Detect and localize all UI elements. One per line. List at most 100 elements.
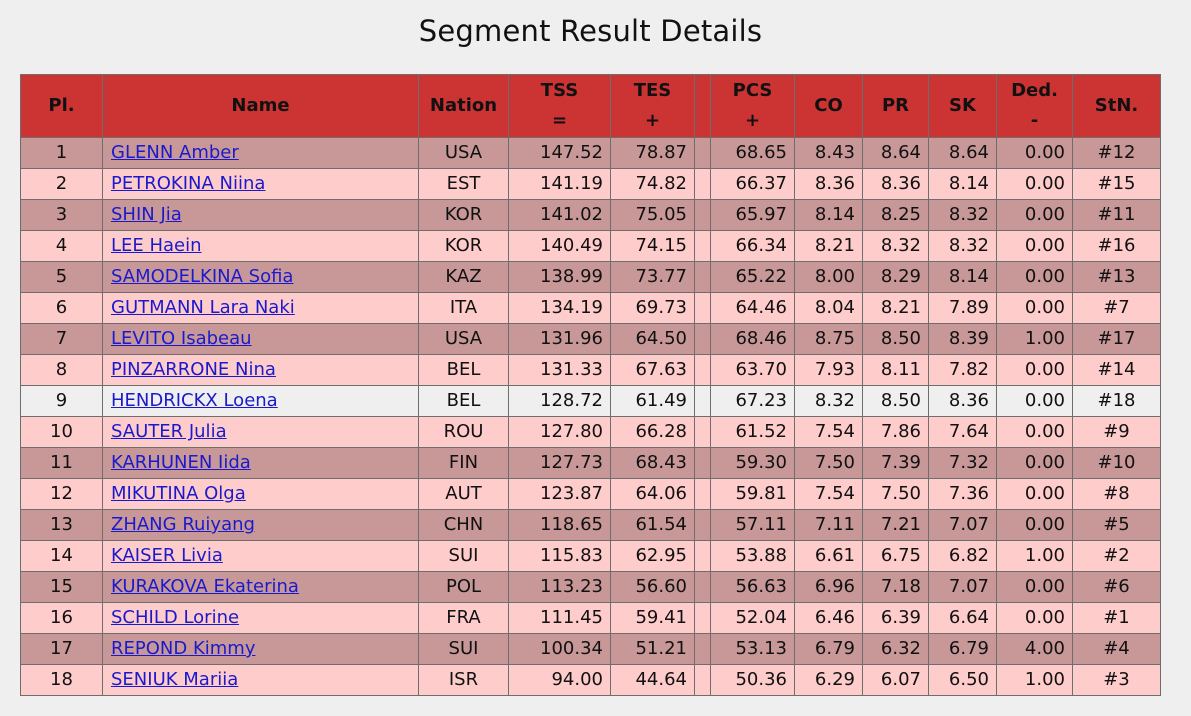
cell-tss: 115.83 — [508, 540, 611, 572]
cell-tss: 141.02 — [508, 199, 611, 231]
cell-co: 8.00 — [794, 261, 863, 293]
skater-name-link[interactable]: SCHILD Lorine — [111, 607, 240, 628]
results-body: 1 GLENN Amber USA 147.52 78.87 68.65 8.43 8.64 8… — [20, 137, 1161, 696]
cell-nation: USA — [418, 323, 509, 355]
cell-tss: 127.80 — [508, 416, 611, 448]
cell-sk: 7.64 — [928, 416, 997, 448]
cell-spacer — [694, 633, 711, 665]
skater-name-link[interactable]: SAMODELKINA Sofia — [111, 266, 294, 287]
cell-tss: 127.73 — [508, 447, 611, 479]
cell-co: 7.54 — [794, 416, 863, 448]
cell-name: SCHILD Lorine — [102, 602, 419, 634]
cell-sk: 7.32 — [928, 447, 997, 479]
cell-tss: 131.96 — [508, 323, 611, 355]
cell-tes: 59.41 — [610, 602, 695, 634]
cell-tes: 64.06 — [610, 478, 695, 510]
cell-co: 8.75 — [794, 323, 863, 355]
cell-pl: 11 — [20, 447, 103, 479]
skater-name-link[interactable]: GLENN Amber — [111, 142, 239, 163]
cell-pl: 17 — [20, 633, 103, 665]
cell-name: GUTMANN Lara Naki — [102, 292, 419, 324]
cell-name: LEVITO Isabeau — [102, 323, 419, 355]
cell-name: PETROKINA Niina — [102, 168, 419, 200]
cell-sk: 8.32 — [928, 230, 997, 262]
cell-co: 8.21 — [794, 230, 863, 262]
cell-name: KAISER Livia — [102, 540, 419, 572]
col-header-ded-label: Ded. — [1011, 80, 1058, 101]
cell-pr: 7.50 — [862, 478, 929, 510]
cell-sk: 6.64 — [928, 602, 997, 634]
skater-name-link[interactable]: PINZARRONE Nina — [111, 359, 276, 380]
col-header-tss-symbol: = — [551, 110, 568, 131]
cell-tes: 56.60 — [610, 571, 695, 603]
skater-name-link[interactable]: SENIUK Mariia — [111, 669, 239, 690]
cell-tes: 69.73 — [610, 292, 695, 324]
table-row: 14 KAISER Livia SUI 115.83 62.95 53.88 6.61 6.7… — [20, 540, 1161, 572]
skater-name-link[interactable]: GUTMANN Lara Naki — [111, 297, 295, 318]
cell-pl: 14 — [20, 540, 103, 572]
results-table: Pl. Name Nation TSS = TES + PCS + CO PR … — [20, 74, 1161, 696]
skater-name-link[interactable]: MIKUTINA Olga — [111, 483, 246, 504]
skater-name-link[interactable]: SAUTER Julia — [111, 421, 227, 442]
table-row: 12 MIKUTINA Olga AUT 123.87 64.06 59.81 7.54 7.… — [20, 478, 1161, 510]
skater-name-link[interactable]: SHIN Jia — [111, 204, 182, 225]
skater-name-link[interactable]: KARHUNEN Iida — [111, 452, 251, 473]
cell-spacer — [694, 199, 711, 231]
cell-co: 7.50 — [794, 447, 863, 479]
cell-pr: 8.64 — [862, 137, 929, 169]
cell-pr: 7.39 — [862, 447, 929, 479]
cell-stn: #8 — [1072, 478, 1161, 510]
cell-tss: 100.34 — [508, 633, 611, 665]
skater-name-link[interactable]: PETROKINA Niina — [111, 173, 266, 194]
cell-spacer — [694, 416, 711, 448]
skater-name-link[interactable]: LEE Haein — [111, 235, 202, 256]
cell-pr: 8.25 — [862, 199, 929, 231]
cell-spacer — [694, 168, 711, 200]
table-row: 2 PETROKINA Niina EST 141.19 74.82 66.37 8.36 8… — [20, 168, 1161, 200]
skater-name-link[interactable]: LEVITO Isabeau — [111, 328, 252, 349]
col-header-tes-symbol: + — [644, 110, 661, 131]
cell-tes: 78.87 — [610, 137, 695, 169]
cell-spacer — [694, 664, 711, 696]
cell-spacer — [694, 137, 711, 169]
cell-pr: 8.36 — [862, 168, 929, 200]
cell-sk: 7.82 — [928, 354, 997, 386]
cell-name: PINZARRONE Nina — [102, 354, 419, 386]
cell-pcs: 64.46 — [710, 292, 795, 324]
cell-name: SAUTER Julia — [102, 416, 419, 448]
cell-stn: #4 — [1072, 633, 1161, 665]
skater-name-link[interactable]: KURAKOVA Ekaterina — [111, 576, 299, 597]
skater-name-link[interactable]: HENDRICKX Loena — [111, 390, 278, 411]
cell-pr: 8.50 — [862, 323, 929, 355]
table-row: 17 REPOND Kimmy SUI 100.34 51.21 53.13 6.79 6.3… — [20, 633, 1161, 665]
cell-pcs: 53.13 — [710, 633, 795, 665]
table-row: 11 KARHUNEN Iida FIN 127.73 68.43 59.30 7.50 7.… — [20, 447, 1161, 479]
cell-pl: 13 — [20, 509, 103, 541]
cell-nation: BEL — [418, 385, 509, 417]
cell-co: 7.54 — [794, 478, 863, 510]
cell-pl: 18 — [20, 664, 103, 696]
cell-name: SENIUK Mariia — [102, 664, 419, 696]
cell-pr: 7.18 — [862, 571, 929, 603]
cell-name: ZHANG Ruiyang — [102, 509, 419, 541]
cell-pcs: 53.88 — [710, 540, 795, 572]
table-row: 15 KURAKOVA Ekaterina POL 113.23 56.60 56.63 6… — [20, 571, 1161, 603]
cell-nation: SUI — [418, 540, 509, 572]
cell-pl: 16 — [20, 602, 103, 634]
cell-ded: 0.00 — [996, 168, 1073, 200]
table-row: 1 GLENN Amber USA 147.52 78.87 68.65 8.43 8.64 8… — [20, 137, 1161, 169]
skater-name-link[interactable]: ZHANG Ruiyang — [111, 514, 255, 535]
col-header-tss: TSS = — [508, 74, 611, 138]
skater-name-link[interactable]: REPOND Kimmy — [111, 638, 256, 659]
cell-tes: 74.15 — [610, 230, 695, 262]
cell-ded: 0.00 — [996, 292, 1073, 324]
cell-name: MIKUTINA Olga — [102, 478, 419, 510]
skater-name-link[interactable]: KAISER Livia — [111, 545, 223, 566]
cell-tes: 66.28 — [610, 416, 695, 448]
table-row: 6 GUTMANN Lara Naki ITA 134.19 69.73 64.46 8.0… — [20, 292, 1161, 324]
cell-pcs: 52.04 — [710, 602, 795, 634]
cell-tss: 134.19 — [508, 292, 611, 324]
table-row: 5 SAMODELKINA Sofia KAZ 138.99 73.77 65.22 8.0… — [20, 261, 1161, 293]
cell-co: 8.43 — [794, 137, 863, 169]
cell-ded: 0.00 — [996, 230, 1073, 262]
